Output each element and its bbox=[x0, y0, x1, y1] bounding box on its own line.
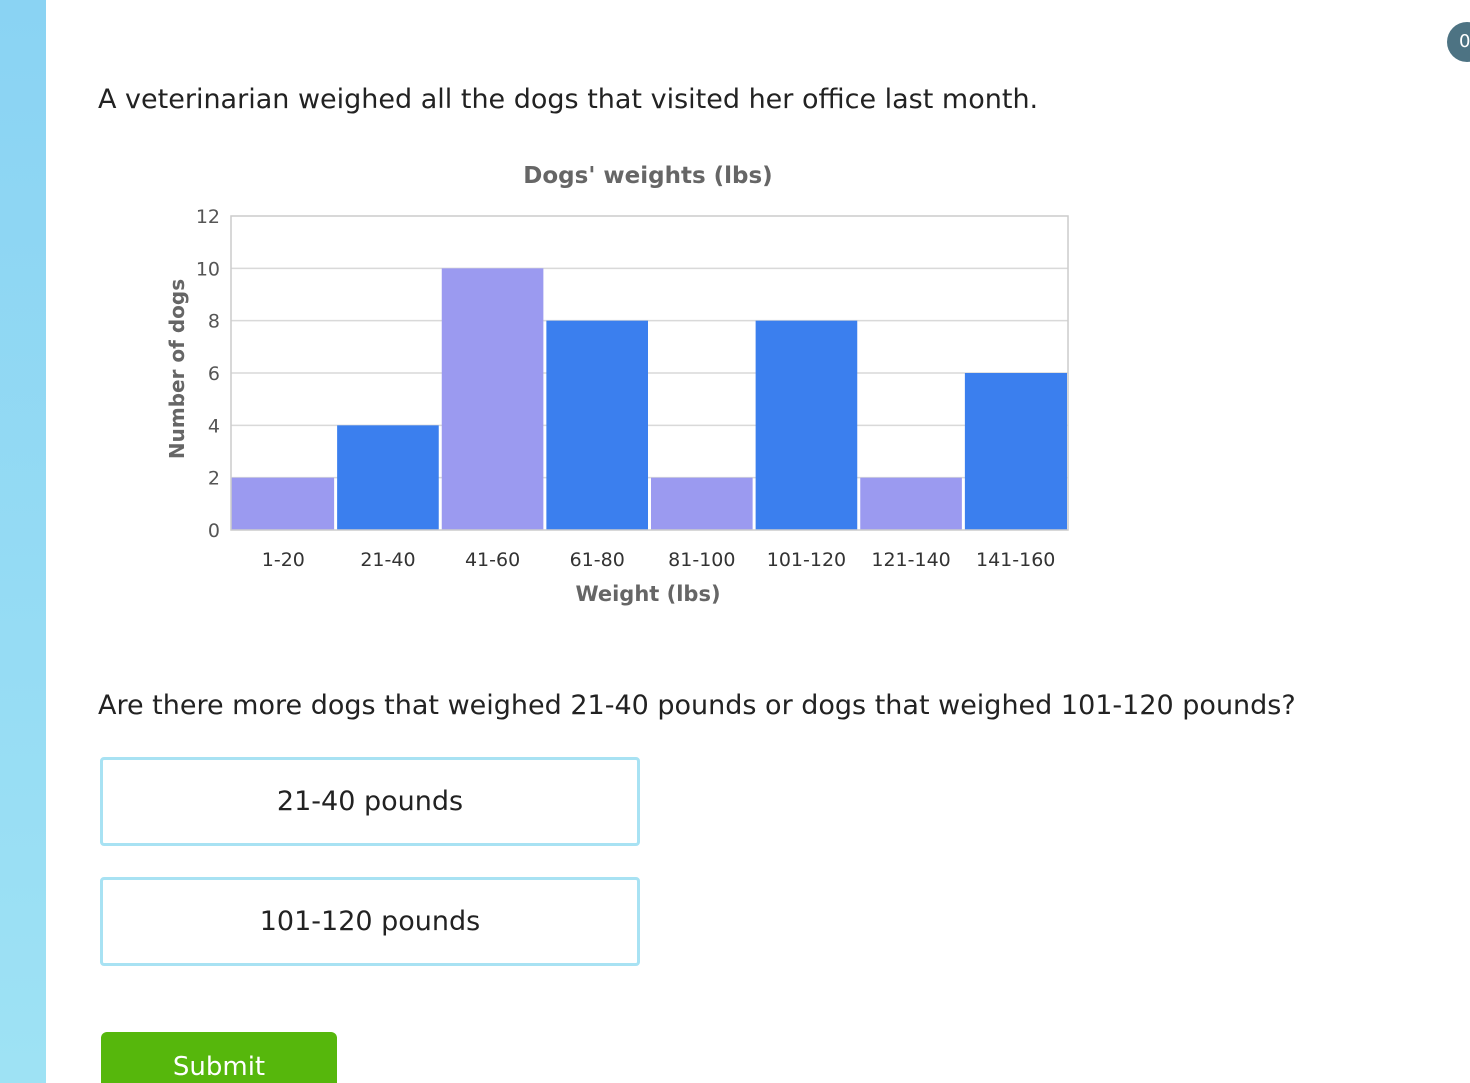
bar-101-120 bbox=[755, 320, 858, 530]
chart-bars bbox=[231, 268, 1067, 530]
y-tick-label: 12 bbox=[196, 206, 220, 228]
choice-101-120-pounds[interactable]: 101-120 pounds bbox=[100, 877, 640, 966]
submit-button[interactable]: Submit bbox=[101, 1032, 337, 1083]
x-tick-labels: 1-20 21-40 41-60 61-80 81-100 101-120 121-140 1… bbox=[262, 549, 1056, 571]
question-intro: A veterinarian weighed all the dogs that… bbox=[98, 84, 1039, 115]
x-tick-label: 141-160 bbox=[976, 549, 1055, 571]
bar-1-20 bbox=[231, 477, 335, 530]
y-tick-label: 0 bbox=[208, 520, 220, 542]
submit-label: Submit bbox=[172, 1052, 266, 1082]
y-axis-label: Number of dogs bbox=[165, 279, 189, 459]
choice-21-40-pounds[interactable]: 21-40 pounds bbox=[100, 757, 640, 846]
x-tick-label: 121-140 bbox=[871, 549, 950, 571]
y-tick-label: 10 bbox=[196, 258, 220, 280]
chart-title: Dogs' weights (lbs) bbox=[523, 163, 772, 189]
x-tick-label: 41-60 bbox=[465, 549, 520, 571]
corner-badge[interactable]: 0 bbox=[1447, 22, 1470, 62]
y-tick-label: 6 bbox=[208, 363, 220, 385]
bar-141-160 bbox=[964, 373, 1067, 530]
x-axis-label: Weight (lbs) bbox=[575, 582, 720, 606]
question-prompt: Are there more dogs that weighed 21-40 p… bbox=[98, 690, 1296, 721]
x-tick-label: 21-40 bbox=[360, 549, 415, 571]
x-tick-label: 61-80 bbox=[570, 549, 625, 571]
bar-21-40 bbox=[337, 425, 439, 530]
x-tick-label: 1-20 bbox=[262, 549, 305, 571]
y-tick-labels: 0 2 4 6 8 10 12 bbox=[196, 206, 220, 542]
plot-frame bbox=[230, 215, 1069, 531]
bar-121-140 bbox=[860, 477, 962, 530]
bar-61-80 bbox=[546, 320, 648, 530]
x-tick-label: 81-100 bbox=[668, 549, 735, 571]
choice-label: 21-40 pounds bbox=[276, 786, 464, 817]
bar-81-100 bbox=[651, 477, 753, 530]
y-tick-label: 8 bbox=[208, 311, 220, 333]
choice-label: 101-120 pounds bbox=[259, 906, 481, 937]
bar-41-60 bbox=[441, 268, 544, 530]
x-tick-label: 101-120 bbox=[767, 549, 846, 571]
y-tick-label: 4 bbox=[208, 415, 220, 437]
y-tick-label: 2 bbox=[208, 468, 220, 490]
bar-chart: 0 2 4 6 8 10 12 1-20 21-40 41-60 61-80 81-100 101-1… bbox=[165, 163, 1069, 606]
side-strip bbox=[0, 0, 46, 1083]
